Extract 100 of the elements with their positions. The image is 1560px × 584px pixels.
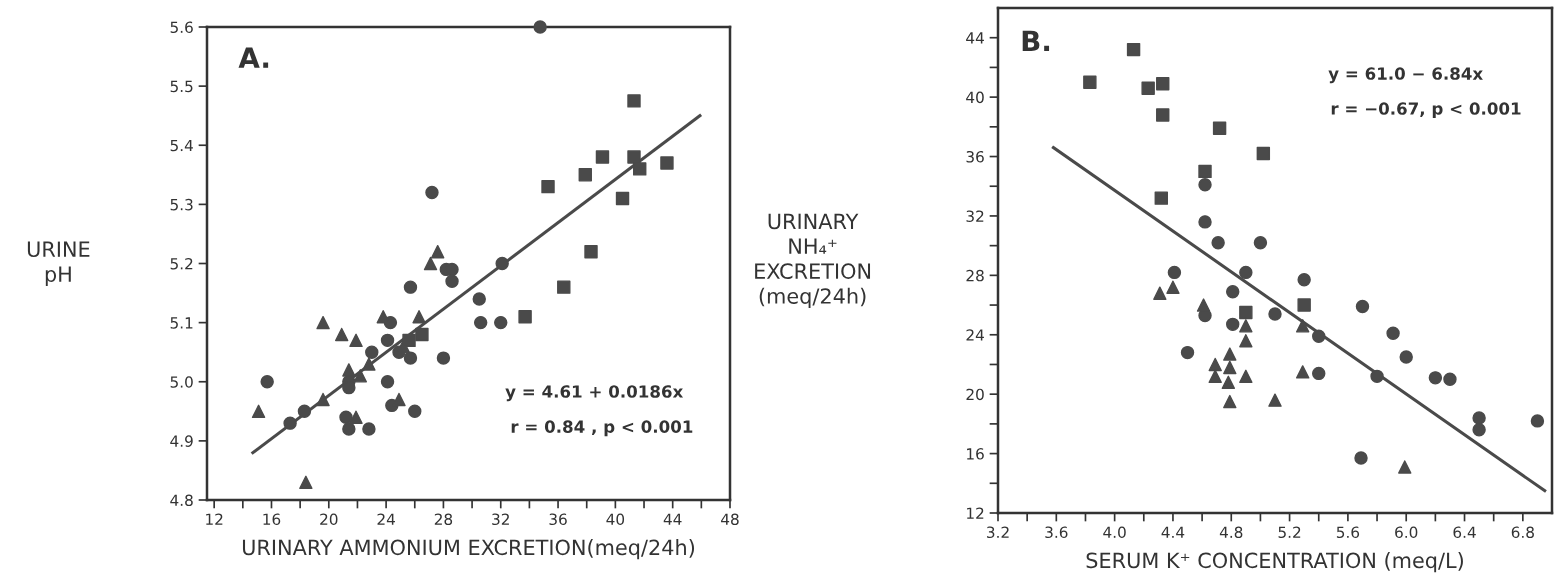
- point: [1221, 375, 1236, 390]
- point: [1083, 75, 1097, 89]
- point: [1354, 451, 1368, 465]
- point: [495, 256, 509, 271]
- point: [627, 94, 641, 108]
- point: [362, 422, 376, 436]
- point: [342, 422, 356, 436]
- point: [1208, 357, 1222, 372]
- point: [403, 351, 418, 365]
- point: [425, 185, 439, 200]
- y-tick-label: 24: [966, 329, 984, 341]
- point: [615, 191, 630, 206]
- y-axis-title: URINE pH: [27, 241, 90, 287]
- x-tick-label: 36: [549, 513, 567, 526]
- point: [1212, 121, 1227, 136]
- point: [1226, 284, 1240, 299]
- point: [633, 162, 647, 176]
- x-tick-label: 28: [434, 513, 453, 526]
- point: [1239, 369, 1253, 384]
- point: [1443, 372, 1457, 387]
- y-tick-label: 5.2: [170, 257, 193, 270]
- point: [660, 156, 674, 170]
- point: [1268, 393, 1282, 407]
- x-tick-label: 4.8: [1219, 526, 1243, 539]
- point: [380, 375, 395, 389]
- x-axis-title: SERUM K⁺ CONCENTRATION (meq/L): [1086, 552, 1463, 573]
- point: [436, 351, 451, 365]
- point: [1253, 235, 1268, 250]
- y-tick-label: 5.5: [170, 80, 193, 93]
- point: [362, 357, 376, 371]
- point: [1208, 369, 1222, 384]
- x-tick-label: 40: [606, 513, 625, 526]
- x-axis-title: URINARY AMMONIUM EXCRETION(meq/24h): [242, 539, 695, 560]
- y-tick-label: 5.1: [170, 317, 193, 329]
- point: [1297, 273, 1311, 287]
- annotation: B.: [1022, 30, 1050, 52]
- point: [1386, 326, 1400, 340]
- y-tick-label: 16: [967, 448, 984, 460]
- point: [533, 20, 547, 34]
- point: [494, 315, 508, 330]
- point: [541, 179, 555, 194]
- x-tick-label: 3.6: [1045, 526, 1068, 539]
- point: [380, 333, 395, 348]
- point: [316, 315, 330, 330]
- point: [283, 416, 297, 430]
- x-tick-label: 3.2: [987, 526, 1009, 539]
- point: [472, 292, 486, 306]
- point: [1370, 369, 1384, 384]
- point: [1312, 329, 1326, 343]
- y-tick-label: 44: [966, 32, 984, 44]
- point: [557, 280, 571, 294]
- annotation: r = 0.84 , p < 0.001: [511, 420, 693, 437]
- point: [1428, 371, 1443, 385]
- point: [1239, 265, 1253, 280]
- y-tick-label: 5.0: [170, 376, 193, 388]
- point: [1223, 360, 1237, 375]
- point: [1256, 146, 1271, 161]
- point: [403, 280, 418, 294]
- point: [1268, 307, 1282, 321]
- point: [1211, 235, 1225, 250]
- y-tick-label: 36: [966, 150, 984, 163]
- point: [1530, 414, 1545, 428]
- point: [349, 410, 363, 424]
- x-tick-label: 24: [377, 513, 395, 525]
- point: [1239, 333, 1253, 348]
- point: [1223, 347, 1237, 361]
- point: [578, 168, 592, 182]
- point: [473, 315, 488, 330]
- x-tick-label: 4.0: [1103, 526, 1126, 539]
- y-tick-label: 28: [966, 269, 984, 282]
- point: [1196, 298, 1211, 312]
- x-tick-label: 5.6: [1336, 526, 1360, 539]
- y-tick-label: 32: [966, 210, 984, 222]
- point: [316, 392, 330, 407]
- point: [334, 327, 349, 342]
- point: [1156, 108, 1170, 122]
- point: [423, 256, 438, 271]
- y-tick-label: 20: [966, 388, 984, 401]
- x-tick-label: 6.8: [1511, 526, 1534, 539]
- point: [1156, 77, 1170, 91]
- point: [365, 345, 379, 359]
- x-tick-label: 6.0: [1395, 526, 1418, 539]
- annotation: r = −0.67, p < 0.001: [1331, 102, 1521, 119]
- point: [1472, 423, 1486, 437]
- point: [1312, 366, 1326, 381]
- point: [1223, 394, 1237, 409]
- x-tick-label: 32: [492, 513, 509, 526]
- point: [1239, 319, 1253, 333]
- point: [1198, 178, 1212, 192]
- point: [1239, 305, 1253, 320]
- x-tick-label: 4.4: [1161, 526, 1185, 538]
- annotation: A.: [238, 47, 269, 68]
- point: [1297, 298, 1311, 312]
- y-tick-label: 4.8: [170, 494, 193, 507]
- point: [595, 150, 610, 164]
- point: [518, 310, 532, 324]
- y-axis-title: URINARY NH₄⁺ EXCRETION (meq/24h): [755, 213, 871, 308]
- point: [349, 333, 363, 348]
- x-tick-label: 12: [206, 513, 223, 525]
- y-tick-label: 4.9: [170, 435, 193, 447]
